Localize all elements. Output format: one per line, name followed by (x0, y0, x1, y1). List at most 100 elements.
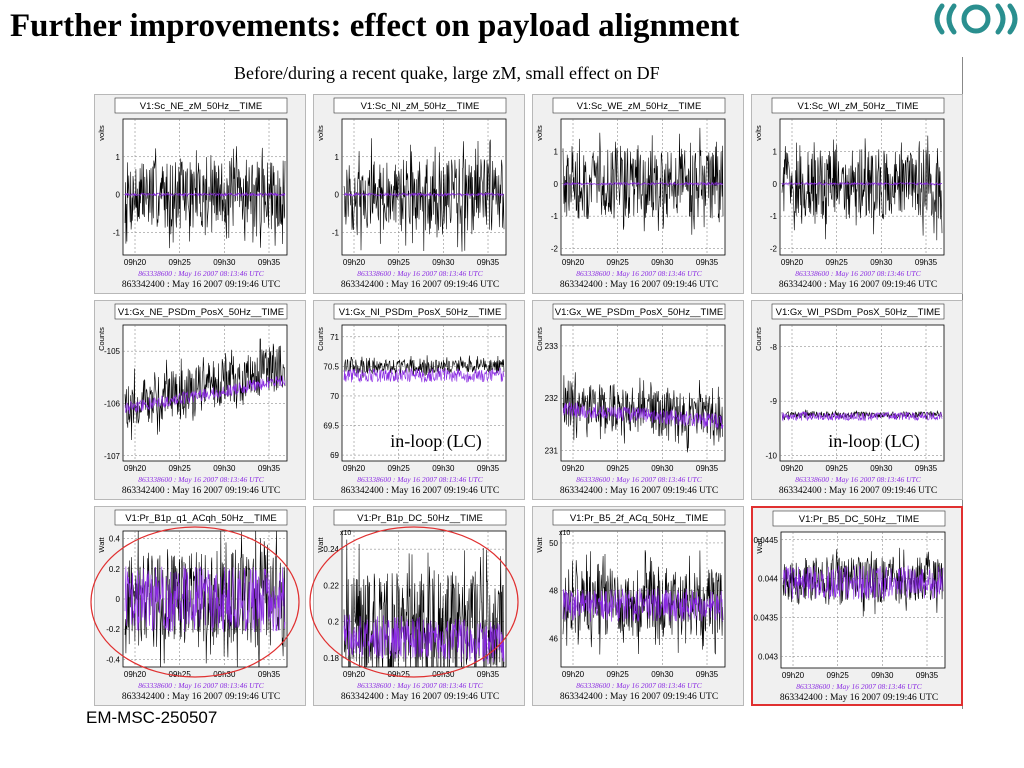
x-tick-label: 09h30 (651, 258, 674, 267)
y-axis-label: volts (97, 125, 106, 141)
y-tick-label: 0.24 (323, 545, 339, 554)
y-axis-label: Watt (97, 537, 106, 553)
y-tick-label: 0 (116, 595, 121, 604)
plot-title: V1:Sc_WE_zM_50Hz__TIME (577, 101, 702, 112)
x-tick-label: 09h30 (871, 671, 894, 680)
series-line (781, 135, 943, 241)
x-tick-label: 09h35 (477, 464, 500, 473)
y-tick-label: 0.0435 (754, 613, 779, 622)
slide-footer: EM-MSC-250507 (86, 708, 218, 727)
plot-title: V1:Pr_B5_2f_ACq_50Hz__TIME (570, 513, 708, 524)
x-tick-label: 09h25 (388, 258, 411, 267)
plot-svg: V1:Pr_B1p_DC_50Hz__TIME 0.18 0.2 0.22 0.24 09… (309, 509, 519, 702)
plot-title-box (771, 97, 945, 114)
x-tick-label: 09h25 (169, 670, 192, 679)
legend-entry: 863342400 : May 16 2007 09:19:46 UTC (122, 692, 280, 702)
plot-title-box (333, 97, 507, 114)
y-tick-label: 71 (330, 333, 339, 342)
y-tick-label: 70 (330, 392, 339, 401)
x-tick-label: 09h30 (651, 464, 674, 473)
y-axis-label: volts (535, 125, 544, 141)
legend-entry: 863342400 : May 16 2007 09:19:46 UTC (122, 280, 280, 290)
series-line (781, 181, 943, 187)
legend-entry: 863342400 : May 16 2007 09:19:46 UTC (779, 280, 937, 290)
plot-title-box (771, 303, 945, 320)
y-tick-label: -2 (770, 245, 778, 254)
x-tick-label: 09h25 (827, 671, 850, 680)
plot-title: V1:Sc_WI_zM_50Hz__TIME (798, 101, 919, 112)
y-axis-label: volts (316, 125, 325, 141)
series-line (343, 367, 505, 383)
series-line (124, 565, 286, 633)
x-tick-label: 09h20 (562, 464, 585, 473)
x-tick-label: 09h30 (213, 464, 236, 473)
legend-entry: 863342400 : May 16 2007 09:19:46 UTC (780, 693, 938, 703)
y-tick-label: 0.0445 (754, 536, 779, 545)
y-tick-label: -1 (551, 212, 559, 221)
legend-entry: 863338600 : May 16 2007 08:13:46 UTC (138, 681, 264, 690)
series-line (124, 146, 286, 249)
series-line (124, 375, 286, 415)
plot-panel: V1:Sc_WI_zM_50Hz__TIME -2 -1 0 1 09h20 09h25 09… (751, 94, 963, 294)
legend-entry: 863338600 : May 16 2007 08:13:46 UTC (576, 269, 702, 278)
plot-svg: V1:Sc_WE_zM_50Hz__TIME -2 -1 0 1 09h20 09h25 09… (535, 97, 726, 290)
x-tick-label: 09h25 (826, 258, 849, 267)
plot-svg: V1:Pr_B5_DC_50Hz__TIME 0.043 0.0435 0.044 0.… (754, 510, 946, 703)
annotation-text: in-loop (LC) (828, 431, 920, 452)
plot-panel: V1:Pr_B5_DC_50Hz__TIME 0.043 0.0435 0.044 0.… (751, 506, 963, 706)
x-tick-label: 09h35 (915, 464, 938, 473)
y-tick-label: 0 (773, 180, 778, 189)
y-exponent: x10 (559, 530, 570, 537)
y-tick-label: 50 (549, 539, 558, 548)
plot-title-box (552, 97, 726, 114)
x-tick-label: 09h25 (826, 464, 849, 473)
plot-panel: V1:Sc_WE_zM_50Hz__TIME -2 -1 0 1 09h20 09h25 09… (532, 94, 744, 294)
y-tick-label: -10 (765, 452, 777, 461)
y-tick-label: -2 (551, 245, 559, 254)
x-tick-label: 09h20 (562, 258, 585, 267)
x-tick-label: 09h30 (213, 258, 236, 267)
plot-title-box (333, 303, 507, 320)
x-tick-label: 09h20 (124, 258, 147, 267)
plot-title-box (552, 509, 726, 526)
legend-entry: 863342400 : May 16 2007 09:19:46 UTC (560, 486, 718, 496)
plot-panel: V1:Gx_NE_PSDm_PosX_50Hz__TIME -107 -106 -10… (94, 300, 306, 500)
y-tick-label: 0 (335, 191, 340, 200)
plot-title: V1:Pr_B1p_q1_ACqh_50Hz__TIME (125, 513, 277, 524)
y-tick-label: -107 (104, 452, 121, 461)
y-tick-label: -1 (332, 228, 340, 237)
y-exponent: x10 (340, 530, 351, 537)
x-tick-label: 09h20 (781, 258, 804, 267)
y-tick-label: 0.22 (323, 581, 339, 590)
x-tick-label: 09h35 (696, 464, 719, 473)
x-tick-label: 09h35 (915, 258, 938, 267)
legend-entry: 863338600 : May 16 2007 08:13:46 UTC (576, 681, 702, 690)
series-line (343, 355, 505, 378)
x-tick-label: 09h35 (258, 670, 281, 679)
x-tick-label: 09h20 (562, 670, 585, 679)
series-line (562, 181, 724, 187)
series-line (781, 410, 943, 422)
legend-entry: 863338600 : May 16 2007 08:13:46 UTC (795, 475, 921, 484)
legend-entry: 863342400 : May 16 2007 09:19:46 UTC (341, 692, 499, 702)
x-tick-label: 09h25 (388, 670, 411, 679)
series-line (782, 565, 944, 600)
plot-svg: V1:Gx_WI_PSDm_PosX_50Hz__TIME -10 -9 -8 09h2… (754, 303, 945, 496)
plot-panel: V1:Sc_NI_zM_50Hz__TIME -1 0 1 09h20 09h25 09h3… (313, 94, 525, 294)
x-tick-label: 09h35 (477, 670, 500, 679)
x-tick-label: 09h30 (870, 464, 893, 473)
plot-title-box (114, 509, 288, 526)
y-tick-label: -0.2 (106, 625, 120, 634)
y-tick-label: -9 (770, 397, 778, 406)
series-line (343, 138, 505, 252)
y-tick-label: 1 (773, 147, 778, 156)
y-axis-label: Watt (316, 537, 325, 553)
x-tick-label: 09h30 (870, 258, 893, 267)
highlight-circle (309, 526, 519, 678)
plot-svg: V1:Pr_B5_2f_ACq_50Hz__TIME 46 48 50 09h20 09h… (535, 509, 726, 702)
y-tick-label: 1 (335, 153, 340, 162)
plot-panel: V1:Pr_B5_2f_ACq_50Hz__TIME 46 48 50 09h20 09h… (532, 506, 744, 706)
y-axis-label: Watt (535, 537, 544, 553)
x-tick-label: 09h20 (781, 464, 804, 473)
series-line (562, 588, 724, 622)
